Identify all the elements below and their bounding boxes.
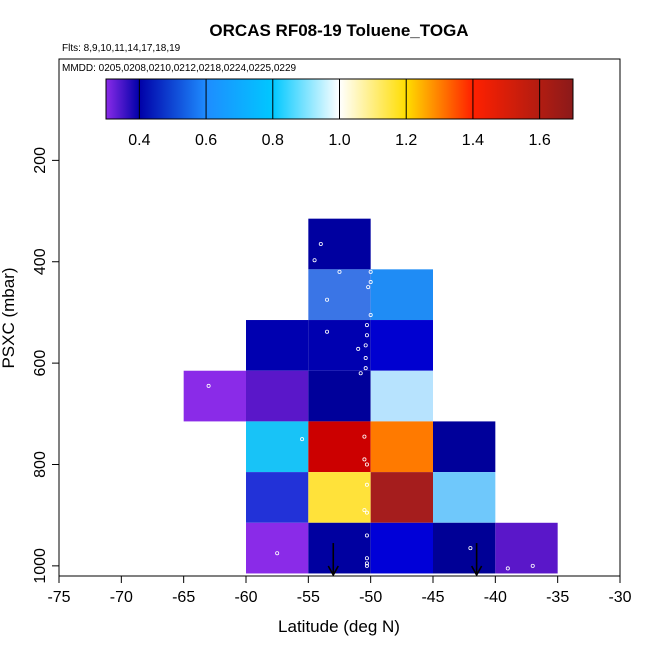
heatmap-cell <box>246 370 309 422</box>
sample-point <box>364 462 369 467</box>
heatmap-cells <box>183 218 558 574</box>
colorbar-tick-label: 1.0 <box>328 132 350 149</box>
sample-point <box>356 346 361 351</box>
sample-point <box>363 356 368 361</box>
sample-point <box>364 533 369 538</box>
sample-point <box>468 546 473 551</box>
sample-point <box>368 269 373 274</box>
colorbar-tick-label: 1.4 <box>462 132 484 149</box>
y-tick-label: 800 <box>32 451 49 478</box>
y-tick-label: 1000 <box>32 548 49 584</box>
x-tick-label: -40 <box>484 589 507 606</box>
y-axis-label: PSXC (mbar) <box>0 267 18 368</box>
sample-point <box>530 563 535 568</box>
arrow-head <box>470 565 483 577</box>
sample-point <box>325 329 330 334</box>
sample-point <box>366 285 371 290</box>
sample-point <box>364 510 369 515</box>
y-axis: 200 400 600 800 1000 <box>32 147 59 584</box>
sample-point <box>364 323 369 328</box>
x-tick-label: -65 <box>172 589 195 606</box>
heatmap-cell <box>370 472 433 523</box>
colorbar-tick-label: 0.8 <box>262 132 284 149</box>
heatmap-cell <box>433 522 496 574</box>
heatmap-cell <box>308 472 371 523</box>
sample-point <box>363 366 368 371</box>
dates-label: MMDD: 0205,0208,0210,0212,0218,0224,0225… <box>62 63 297 74</box>
heatmap-cell <box>370 522 433 574</box>
colorbar-tick-label: 1.2 <box>395 132 417 149</box>
colorbar-tick-label: 0.4 <box>128 132 150 149</box>
sample-point <box>325 297 330 302</box>
colorbar-ticks: 0.4 0.6 0.8 1.0 1.2 1.4 1.6 <box>128 79 551 149</box>
sample-point <box>275 551 280 556</box>
x-tick-label: -30 <box>608 589 631 606</box>
heatmap-cell <box>370 320 433 371</box>
heatmap-cell <box>308 269 371 321</box>
heatmap-cell <box>183 370 246 422</box>
sample-point <box>300 437 305 442</box>
sample-points <box>206 242 535 571</box>
y-tick-label: 200 <box>32 147 49 174</box>
heatmap-cell <box>308 421 371 473</box>
colorbar-tick-label: 0.6 <box>195 132 217 149</box>
arrow-head <box>327 565 339 577</box>
heatmap-cell <box>246 320 309 371</box>
heatmap-cell <box>433 421 496 473</box>
plot-frame <box>58 58 621 577</box>
x-tick-label: -70 <box>110 589 133 606</box>
heatmap-cell <box>370 370 433 422</box>
heatmap-cell <box>246 472 309 523</box>
x-tick-label: -35 <box>546 589 569 606</box>
x-tick-label: -50 <box>359 589 382 606</box>
sample-point <box>362 508 367 513</box>
sample-point <box>505 566 510 571</box>
x-tick-label: -60 <box>234 589 257 606</box>
y-tick-label: 400 <box>32 248 49 275</box>
chart-title: ORCAS RF08-19 Toluene_TOGA <box>209 21 468 40</box>
heatmap-cell <box>370 421 433 473</box>
heatmap-cell <box>433 472 496 523</box>
x-tick-label: -55 <box>297 589 320 606</box>
sample-point <box>206 383 211 388</box>
flights-label: Flts: 8,9,10,11,14,17,18,19 <box>62 43 181 54</box>
heatmap-cell <box>308 218 371 270</box>
sample-point <box>364 482 369 487</box>
sample-point <box>364 333 369 338</box>
sample-point <box>368 280 373 285</box>
sample-point <box>364 563 369 568</box>
colorbar-tick-label: 1.6 <box>529 132 551 149</box>
sample-point <box>362 457 367 462</box>
arrow-markers <box>327 543 483 577</box>
x-axis-label: Latitude (deg N) <box>278 617 400 636</box>
sample-point <box>337 269 342 274</box>
heatmap-cell <box>308 522 371 574</box>
sample-point <box>363 343 368 348</box>
x-tick-label: -75 <box>47 589 70 606</box>
heatmap-cell <box>246 522 309 574</box>
heatmap-cell <box>495 522 558 574</box>
x-tick-label: -45 <box>421 589 444 606</box>
x-axis: -75 -70 -65 -60 -55 -50 -45 -40 -35 -30 <box>47 576 632 606</box>
sample-point <box>318 242 323 247</box>
sample-point <box>312 258 317 263</box>
heatmap-cell <box>246 421 309 473</box>
sample-point <box>362 434 367 439</box>
y-tick-label: 600 <box>32 350 49 377</box>
heatmap-cell <box>308 320 371 371</box>
heatmap-cell <box>308 370 371 422</box>
sample-point <box>364 561 369 566</box>
heatmap-cell <box>370 269 433 321</box>
sample-point <box>368 312 373 317</box>
sample-point <box>364 556 369 561</box>
sample-point <box>358 371 363 376</box>
